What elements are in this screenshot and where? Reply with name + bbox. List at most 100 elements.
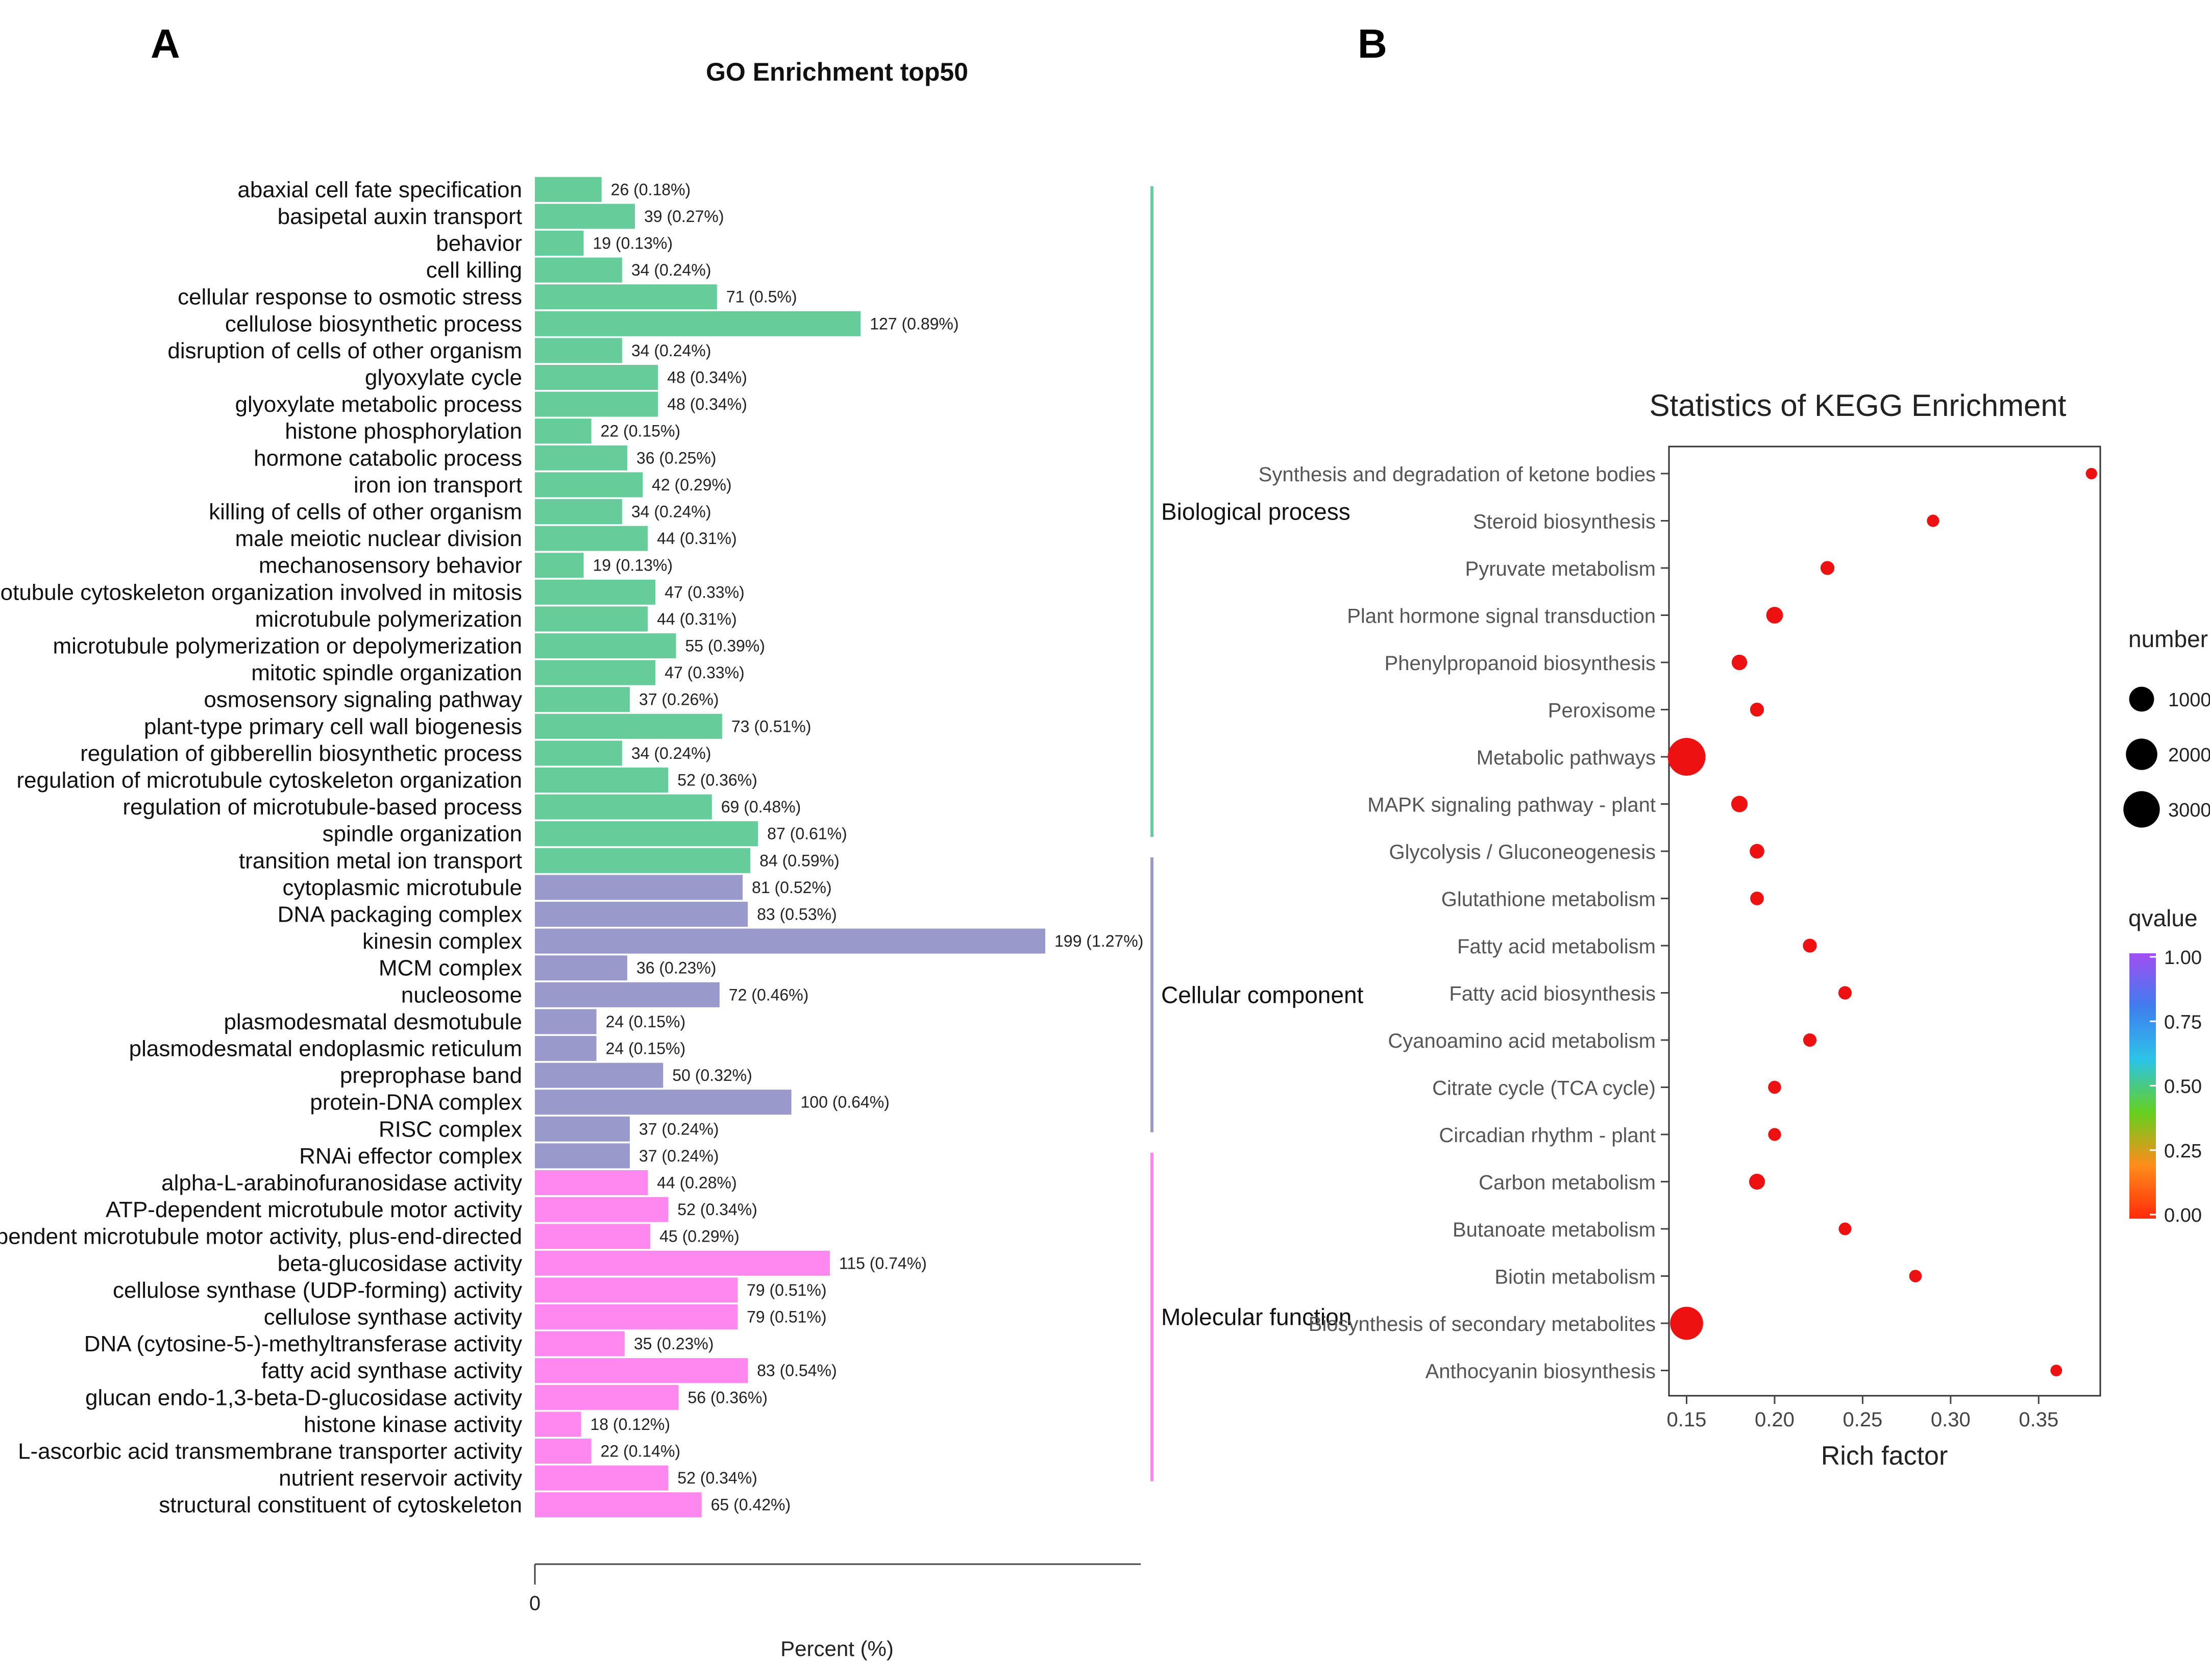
go-value-label: 34 (0.24%) bbox=[631, 503, 711, 521]
go-value-label: 39 (0.27%) bbox=[644, 207, 724, 226]
kegg-point bbox=[1670, 1306, 1703, 1340]
go-category-label: spindle organization bbox=[323, 822, 522, 847]
go-enrichment-chart: GO Enrichment top50 abaxial cell fate sp… bbox=[0, 58, 1364, 1661]
go-group-brackets: Biological process Cellular component Mole… bbox=[1150, 186, 1364, 1481]
go-bar bbox=[535, 982, 720, 1007]
go-bar bbox=[535, 445, 627, 471]
go-category-label: mechanosensory behavior bbox=[259, 553, 522, 578]
go-bar bbox=[535, 1439, 592, 1464]
go-category-label: fatty acid synthase activity bbox=[261, 1358, 522, 1383]
go-category-label: alpha-L-arabinofuranosidase activity bbox=[161, 1171, 522, 1196]
go-bar bbox=[535, 338, 622, 363]
go-category-label: plant-type primary cell wall biogenesis bbox=[144, 714, 522, 739]
colorbar-tick-label: 0.25 bbox=[2164, 1141, 2202, 1162]
go-bar bbox=[535, 231, 584, 256]
go-bar bbox=[535, 1412, 581, 1437]
go-value-label: 42 (0.29%) bbox=[652, 476, 732, 494]
go-value-label: 18 (0.12%) bbox=[590, 1415, 670, 1434]
go-bar bbox=[535, 768, 669, 793]
kegg-category-label: Phenylpropanoid biosynthesis bbox=[1385, 652, 1656, 675]
go-category-label: plasmodesmatal desmotubule bbox=[224, 1009, 522, 1034]
go-value-label: 36 (0.23%) bbox=[636, 959, 717, 977]
go-category-label: transition metal ion transport bbox=[239, 848, 522, 873]
go-category-label: histone kinase activity bbox=[304, 1412, 522, 1437]
kegg-category-label: Biosynthesis of secondary metabolites bbox=[1309, 1313, 1656, 1336]
go-value-label: 127 (0.89%) bbox=[870, 314, 959, 333]
go-category-label: hormone catabolic process bbox=[254, 446, 522, 471]
go-value-label: 45 (0.29%) bbox=[659, 1227, 740, 1246]
go-category-label: preprophase band bbox=[340, 1063, 522, 1088]
go-value-label: 72 (0.46%) bbox=[729, 985, 809, 1004]
kegg-point bbox=[1731, 654, 1748, 671]
size-legend-dot bbox=[2126, 738, 2157, 770]
color-legend-title: qvalue bbox=[2128, 905, 2198, 931]
go-category-label: microtubule polymerization bbox=[255, 607, 522, 632]
go-category-label: cellulose biosynthetic process bbox=[225, 311, 522, 336]
go-category-label: cellulose synthase (UDP-forming) activit… bbox=[113, 1278, 522, 1303]
go-value-label: 56 (0.36%) bbox=[687, 1388, 768, 1406]
go-value-label: 34 (0.24%) bbox=[631, 744, 711, 762]
go-value-label: 44 (0.31%) bbox=[657, 529, 737, 548]
go-value-label: 22 (0.15%) bbox=[601, 422, 681, 440]
kegg-category-label: Butanoate metabolism bbox=[1453, 1219, 1656, 1241]
go-bar bbox=[535, 740, 622, 766]
go-x-axis-label: Percent (%) bbox=[780, 1637, 894, 1661]
kegg-category-axis: Synthesis and degradation of ketone bodi… bbox=[1259, 463, 1669, 1383]
go-category-label: microtubule cytoskeleton organization in… bbox=[0, 580, 522, 605]
go-category-label: RNAi effector complex bbox=[299, 1144, 522, 1169]
go-value-label: 22 (0.14%) bbox=[601, 1442, 681, 1461]
go-value-label: 79 (0.51%) bbox=[747, 1281, 827, 1299]
go-category-label: killing of cells of other organism bbox=[209, 500, 522, 525]
go-value-label: 47 (0.33%) bbox=[665, 583, 745, 601]
panel-b-letter: B bbox=[1358, 21, 1387, 66]
kegg-category-label: Anthocyanin biosynthesis bbox=[1426, 1361, 1656, 1383]
kegg-x-tick-label: 0.30 bbox=[1931, 1409, 1971, 1431]
kegg-point bbox=[1820, 561, 1835, 575]
go-value-label: 55 (0.39%) bbox=[685, 637, 765, 655]
go-bar bbox=[535, 526, 648, 551]
kegg-category-label: Circadian rhythm - plant bbox=[1439, 1124, 1656, 1147]
kegg-category-label: Fatty acid biosynthesis bbox=[1449, 983, 1656, 1005]
go-bar bbox=[535, 1009, 597, 1034]
go-category-label: abaxial cell fate specification bbox=[237, 177, 522, 202]
kegg-category-label: Glycolysis / Gluconeogenesis bbox=[1389, 841, 1656, 863]
go-category-label: protein-DNA complex bbox=[310, 1090, 522, 1115]
go-bar bbox=[535, 687, 630, 712]
kegg-category-label: Carbon metabolism bbox=[1479, 1172, 1656, 1194]
go-bar bbox=[535, 1143, 630, 1169]
kegg-point bbox=[1750, 844, 1764, 859]
kegg-category-label: Synthesis and degradation of ketone bodi… bbox=[1259, 463, 1656, 486]
go-value-label: 24 (0.15%) bbox=[606, 1012, 686, 1031]
size-legend-dot bbox=[2123, 791, 2160, 828]
go-category-label: cytoplasmic microtubule bbox=[283, 875, 523, 900]
go-bar bbox=[535, 606, 648, 632]
go-bar bbox=[535, 204, 635, 229]
kegg-point bbox=[1838, 986, 1852, 1000]
size-legend-label: 3000 bbox=[2168, 800, 2210, 821]
go-bar bbox=[535, 284, 717, 310]
kegg-point bbox=[1909, 1270, 1922, 1282]
kegg-point bbox=[2050, 1365, 2062, 1376]
kegg-point bbox=[1927, 514, 1939, 527]
go-bar bbox=[535, 1250, 830, 1276]
go-bar bbox=[535, 1492, 702, 1518]
go-category-label: cell killing bbox=[426, 258, 522, 283]
go-bar bbox=[535, 311, 861, 336]
kegg-category-label: Glutathione metabolism bbox=[1441, 888, 1656, 911]
kegg-point bbox=[1803, 1033, 1816, 1047]
go-value-label: 52 (0.36%) bbox=[677, 771, 757, 789]
go-category-label: behavior bbox=[436, 231, 522, 256]
go-category-label: glyoxylate metabolic process bbox=[235, 392, 522, 417]
kegg-category-label: Fatty acid metabolism bbox=[1457, 935, 1656, 958]
colorbar-tick-label: 0.50 bbox=[2164, 1076, 2202, 1098]
go-value-label: 35 (0.23%) bbox=[634, 1335, 714, 1353]
kegg-point bbox=[1750, 702, 1764, 717]
go-bar bbox=[535, 553, 584, 578]
go-value-label: 19 (0.13%) bbox=[593, 234, 673, 253]
size-legend: number 1000 2000 3000 bbox=[2123, 626, 2210, 828]
go-bar bbox=[535, 418, 592, 444]
colorbar-tick-label: 0.75 bbox=[2164, 1011, 2202, 1033]
go-value-label: 48 (0.34%) bbox=[667, 395, 747, 413]
kegg-category-label: Biotin metabolism bbox=[1494, 1266, 1656, 1289]
panel-a-letter: A bbox=[151, 21, 180, 66]
